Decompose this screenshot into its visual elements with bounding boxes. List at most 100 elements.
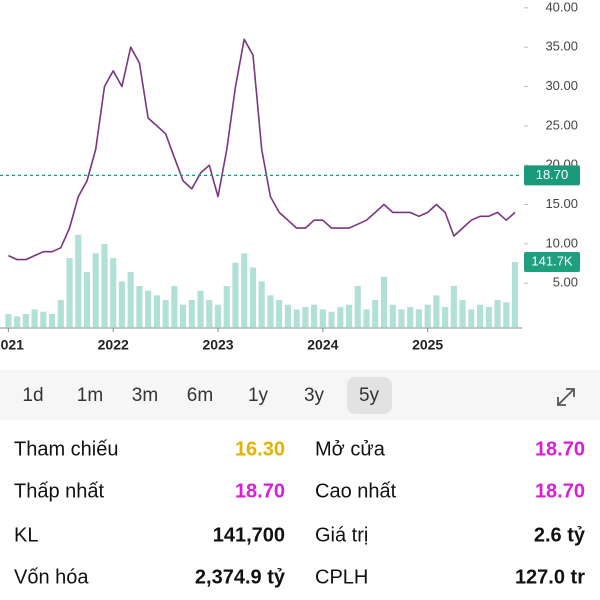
volume-bar xyxy=(372,300,379,328)
stat-value: 18.70 xyxy=(535,438,585,460)
volume-bar xyxy=(293,309,300,328)
period-button[interactable]: 1d xyxy=(22,385,43,406)
period-bar xyxy=(0,370,600,420)
period-button[interactable]: 3m xyxy=(132,385,158,406)
stat-label: Mở cửa xyxy=(315,438,386,460)
volume-bar xyxy=(337,307,344,328)
volume-bar xyxy=(22,314,29,328)
volume-bar xyxy=(424,304,431,328)
stat-value: 16.30 xyxy=(235,438,285,460)
period-button[interactable]: 3y xyxy=(304,385,325,406)
volume-bar xyxy=(503,302,510,328)
volume-bar xyxy=(328,311,335,328)
x-tick-label: 2022 xyxy=(98,337,129,353)
period-button[interactable]: 1m xyxy=(77,385,103,406)
y-tick-label: 5.00 xyxy=(553,275,578,290)
x-tick-label: 2024 xyxy=(307,337,338,353)
volume-bar xyxy=(171,286,178,328)
x-tick-label: 2023 xyxy=(202,337,233,353)
y-tick-label: 10.00 xyxy=(545,235,578,250)
volume-bar xyxy=(153,295,160,328)
stat-value: 18.70 xyxy=(535,480,585,502)
x-tick-label: 2021 xyxy=(0,337,24,353)
volume-bar xyxy=(49,314,56,328)
volume-bar xyxy=(31,309,38,328)
stat-label: Tham chiếu xyxy=(14,438,119,460)
volume-bar xyxy=(214,304,222,328)
volume-bar xyxy=(57,300,64,328)
period-button[interactable]: 1y xyxy=(248,385,269,406)
volume-bar xyxy=(110,258,117,328)
volume-bar xyxy=(494,300,501,328)
x-tick-label: 2025 xyxy=(412,337,443,353)
volume-bar xyxy=(232,262,239,328)
volume-bar xyxy=(5,314,12,328)
stat-value: 2.6 tỷ xyxy=(534,524,586,546)
stat-label: Thấp nhất xyxy=(14,480,105,502)
volume-bar xyxy=(459,300,466,328)
expand-icon[interactable] xyxy=(557,388,575,406)
volume-bar xyxy=(407,307,414,328)
volume-bar xyxy=(468,309,475,328)
volume-bar xyxy=(206,300,213,328)
stat-value: 141,700 xyxy=(213,524,285,546)
price-line xyxy=(8,38,516,261)
stat-value: 127.0 tr xyxy=(515,566,585,588)
volume-bar xyxy=(145,290,152,328)
price-badge-label: 18.70 xyxy=(536,167,569,182)
volume-badge-label: 141.7K xyxy=(531,253,573,268)
stat-value: 18.70 xyxy=(235,480,285,502)
volume-bar xyxy=(180,304,187,328)
volume-bar xyxy=(345,304,353,328)
volume-bar xyxy=(398,309,405,328)
volume-bar xyxy=(136,286,143,328)
volume-bar xyxy=(127,272,134,328)
volume-bar xyxy=(258,281,265,328)
volume-bar xyxy=(92,253,99,328)
volume-bar xyxy=(485,307,492,328)
stat-label: Giá trị xyxy=(315,524,368,546)
stat-label: KL xyxy=(14,524,38,546)
volume-bar xyxy=(389,304,396,328)
stat-value: 2,374.9 tỷ xyxy=(195,566,286,588)
volume-bar xyxy=(276,300,283,328)
volume-bar xyxy=(188,300,195,328)
volume-bar xyxy=(223,286,230,328)
volume-bar xyxy=(311,304,318,328)
period-button[interactable]: 6m xyxy=(187,385,213,406)
y-tick-label: 35.00 xyxy=(545,39,578,54)
volume-badge xyxy=(524,251,580,272)
volume-bar xyxy=(162,300,169,328)
volume-bar xyxy=(101,244,108,328)
volume-bar xyxy=(433,295,440,328)
stat-label: Vốn hóa xyxy=(14,566,89,588)
volume-bar xyxy=(511,261,519,328)
volume-bar xyxy=(319,309,326,328)
y-tick-label: 15.00 xyxy=(545,196,578,211)
period-button[interactable]: 5y xyxy=(359,385,380,406)
volume-bar xyxy=(267,295,274,328)
volume-bar xyxy=(450,286,457,328)
price-badge xyxy=(524,165,580,186)
expand-arrow[interactable] xyxy=(557,388,575,406)
volume-bar xyxy=(363,309,370,328)
volume-bar xyxy=(118,281,125,328)
volume-bar xyxy=(380,276,388,328)
period-selected[interactable] xyxy=(347,377,392,414)
volume-bar xyxy=(66,258,73,328)
volume-bar xyxy=(249,267,257,328)
volume-bar xyxy=(83,272,91,328)
volume-bar xyxy=(302,307,309,328)
volume-bar xyxy=(14,316,21,328)
volume-bar xyxy=(415,309,422,328)
volume-bar xyxy=(284,304,291,328)
stat-label: CPLH xyxy=(315,566,368,588)
volume-bar xyxy=(442,307,449,328)
volume-bar xyxy=(75,234,82,328)
stat-label: Cao nhất xyxy=(315,480,397,502)
volume-bar xyxy=(241,253,248,328)
volume-bar xyxy=(197,290,204,328)
volume-bar xyxy=(40,311,47,328)
volume-bar xyxy=(354,286,361,328)
